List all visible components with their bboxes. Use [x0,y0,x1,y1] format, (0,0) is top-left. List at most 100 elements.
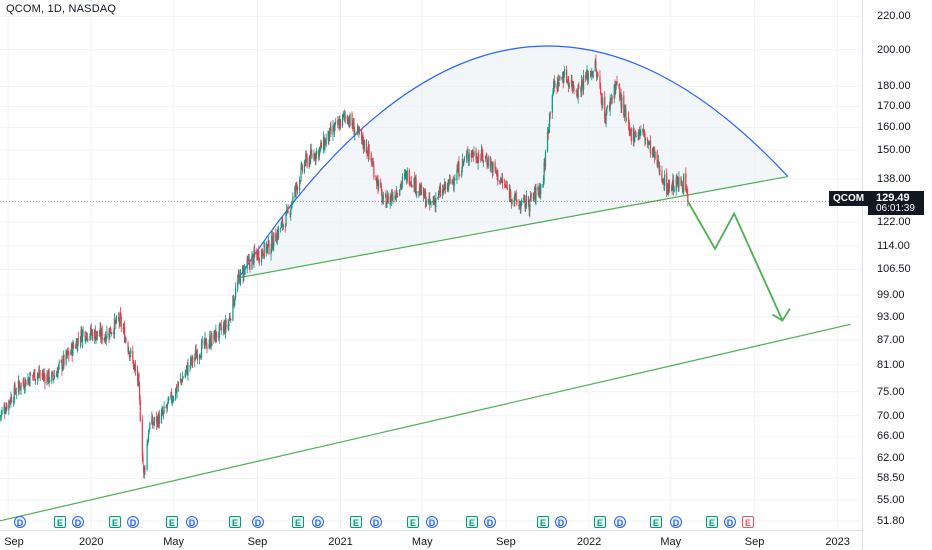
earnings-event-icon[interactable]: E [537,516,549,528]
earnings-event-icon[interactable]: E [229,516,241,528]
candle-body [449,178,451,184]
candle-body [680,176,682,185]
dividend-event-icon[interactable]: D [14,516,26,528]
candle-body [494,162,496,169]
candle-body [506,187,508,189]
candle-body [62,355,64,367]
candle-body [160,412,162,424]
candle-body [433,199,436,204]
candle-body [28,378,30,380]
candle-body [395,191,397,197]
candle-body [375,176,377,181]
candle-body [486,163,489,167]
candle-body [348,118,350,124]
candle-body [432,200,434,204]
candle-body [1,409,3,414]
candle-body [92,331,94,341]
candle-body [420,184,423,195]
candle-body [196,353,199,361]
candle-body [277,230,279,238]
candle-body [576,94,579,99]
candle-body [333,126,335,132]
candle-body [325,138,327,146]
price-chart[interactable] [0,0,862,550]
time-tick-label: 2020 [79,536,104,548]
candle-body [654,152,656,159]
candle-body [670,189,673,191]
candle-body [134,363,136,367]
earnings-event-icon[interactable]: E [706,516,718,528]
candle-body [357,127,359,129]
candle-body [290,204,293,209]
candle-body [156,417,158,423]
earnings-event-icon[interactable]: E [466,516,478,528]
dividend-event-icon[interactable]: D [555,516,567,528]
earnings-event-icon[interactable]: E [650,516,662,528]
candle-body [589,72,592,74]
candle-body [519,206,521,210]
candle-body [468,153,470,161]
candle-body [681,185,683,186]
candle-body [295,183,297,192]
candle-body [610,97,613,101]
dividend-event-icon[interactable]: D [484,516,496,528]
candle-body [191,355,193,363]
candle-body [99,327,101,336]
candle-body [158,413,160,424]
candle-body [430,202,432,204]
earnings-event-icon[interactable]: E [166,516,178,528]
candle-body [125,338,127,342]
candle-body [215,331,218,339]
candle-body [179,378,182,382]
candle-body [182,377,184,379]
dividend-event-icon[interactable]: D [252,516,264,528]
candle-body [198,355,201,359]
candle-body [89,327,92,336]
dividend-event-icon[interactable]: D [186,516,198,528]
dividend-event-icon[interactable]: D [370,516,382,528]
earnings-event-icon[interactable]: E [407,516,419,528]
earnings-event-icon[interactable]: E [742,516,754,528]
candle-body [667,183,669,194]
dividend-event-icon[interactable]: D [426,516,438,528]
earnings-event-icon[interactable]: E [109,516,121,528]
candle-body [587,70,589,82]
dividend-event-icon[interactable]: D [72,516,84,528]
candle-body [367,145,370,156]
earnings-event-icon[interactable]: E [292,516,304,528]
dividend-event-icon[interactable]: D [614,516,626,528]
candle-body [577,85,579,98]
candle-body [190,357,192,365]
candle-body [25,380,27,386]
price-axis[interactable]: 220.00 200.00 180.00 170.00 160.00 150.00 138.… [862,0,932,550]
dividend-event-icon[interactable]: D [312,516,324,528]
dividend-event-icon[interactable]: D [127,516,139,528]
candle-body [530,193,532,198]
candle-body [175,388,177,400]
candle-body [356,131,358,133]
candle-body [129,355,131,358]
candle-body [666,173,668,195]
candle-body [437,191,440,199]
candle-body [634,135,636,136]
candle-body [539,187,541,195]
earnings-event-icon[interactable]: E [594,516,606,528]
candle-body [95,336,97,342]
earnings-event-icon[interactable]: E [350,516,362,528]
dividend-event-icon[interactable]: D [724,516,736,528]
candle-body [352,121,355,129]
candle-body [659,169,661,172]
candle-body [568,84,570,88]
candle-body [85,339,87,341]
candle-body [580,87,582,93]
candle-body [329,127,331,129]
candle-body [403,173,406,176]
dividend-event-icon[interactable]: D [670,516,682,528]
candle-body [375,179,378,184]
candle-body [308,157,310,167]
candle-body [599,76,601,88]
candle-body [578,85,580,88]
candle-body [320,142,322,147]
candle-body [614,84,616,95]
earnings-event-icon[interactable]: E [54,516,66,528]
